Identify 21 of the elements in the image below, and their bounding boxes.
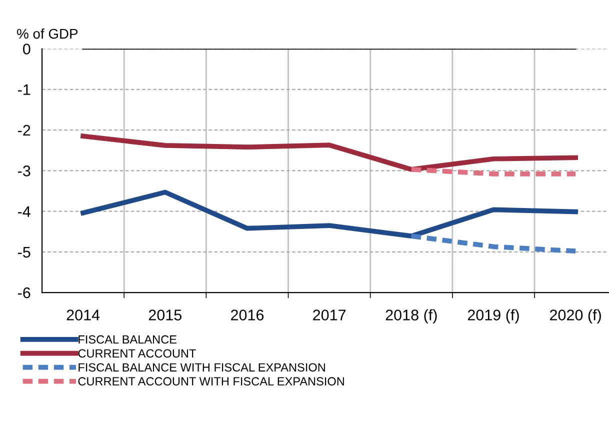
legend-label: CURRENT ACCOUNT WITH FISCAL EXPANSION (78, 377, 344, 386)
y-tick-label: -4 (18, 206, 30, 217)
y-tick-label: -3 (18, 166, 30, 176)
line-series (80, 190, 578, 239)
x-tick-label: 2019 (f) (468, 309, 519, 324)
x-tick-label: 2020 (f) (550, 309, 601, 324)
y-tick-label: -6 (18, 287, 30, 298)
legend-label: CURRENT ACCOUNT (78, 349, 196, 358)
x-tick-label: 2015 (148, 310, 182, 320)
x-tick-label: 2014 (66, 310, 100, 320)
legend-label: FISCAL BALANCE (78, 335, 176, 344)
y-axis-title: % of GDP (17, 28, 78, 39)
x-tick-label: 2017 (313, 310, 346, 320)
x-tick-label: 2016 (231, 310, 264, 320)
y-tick-label: -2 (18, 124, 30, 136)
y-tick-label: -1 (18, 84, 30, 95)
legend-label: FISCAL BALANCE WITH FISCAL EXPANSION (78, 363, 325, 372)
x-tick-label: 2018 (f) (386, 309, 437, 324)
line-series (80, 134, 578, 172)
y-tick-label: 0 (23, 44, 30, 54)
y-tick-label: -5 (18, 246, 30, 258)
